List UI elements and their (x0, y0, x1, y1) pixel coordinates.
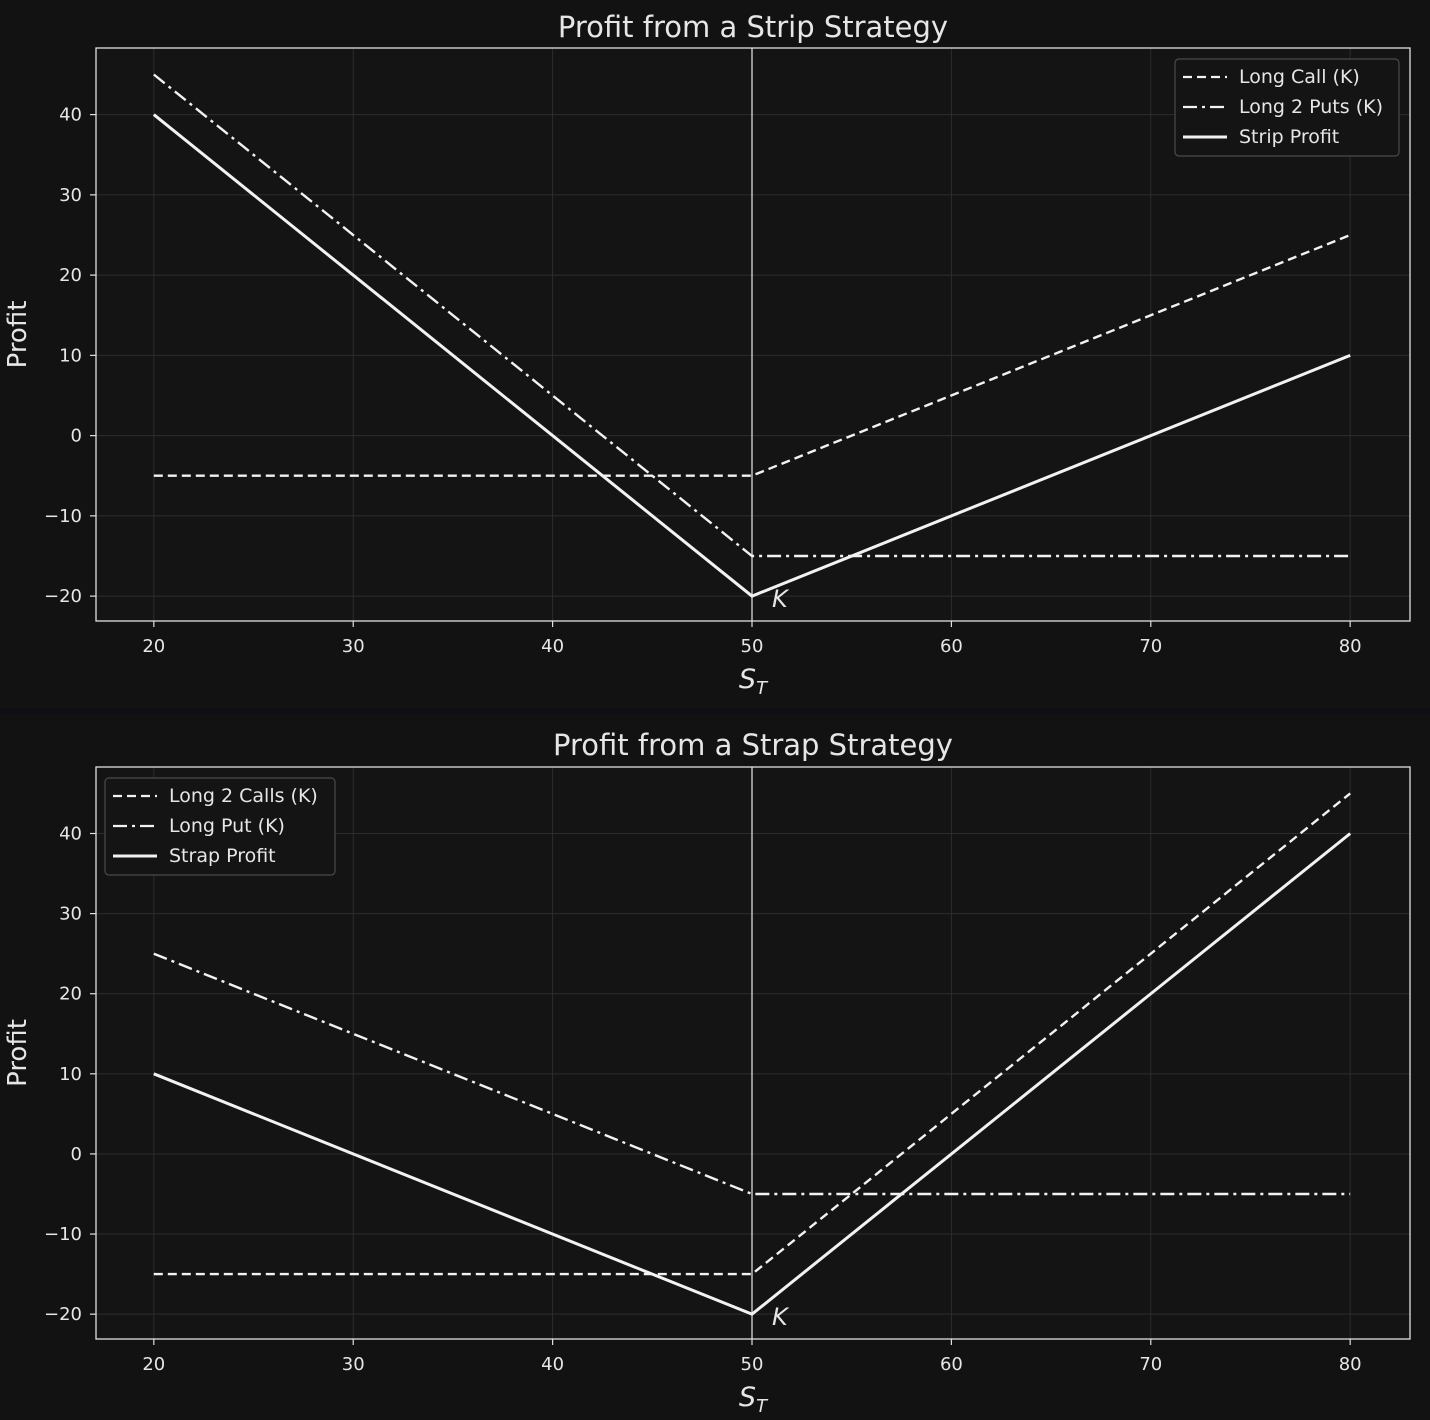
y-tick-label: 0 (71, 1144, 82, 1165)
chart-title: Profit from a Strap Strategy (553, 728, 953, 762)
strip-chart: K 20 30 40 50 60 70 80 −20 −10 0 10 20 30 40 Profit fro… (3, 10, 1411, 699)
x-axis-label: ST (739, 1382, 769, 1417)
legend-box (1174, 58, 1400, 157)
strip-chart-panel: K 20 30 40 50 60 70 80 −20 −10 0 10 20 30 40 Profit fro… (0, 0, 1430, 708)
y-tick-label: −10 (44, 1224, 82, 1245)
x-tick-label: 20 (142, 636, 165, 657)
y-tick-label: 40 (59, 105, 82, 126)
legend-label: Long 2 Puts (K) (1239, 96, 1383, 118)
series-line-dashed (153, 792, 1351, 1276)
x-tick-label: 30 (342, 1354, 365, 1375)
x-tick-label: 60 (940, 1354, 963, 1375)
x-tick-label: 50 (741, 1354, 764, 1375)
legend-label: Long Put (K) (169, 815, 285, 837)
y-tick-label: 20 (59, 265, 82, 286)
legend-label: Strip Profit (1239, 126, 1339, 148)
x-tick-label: 40 (541, 1354, 564, 1375)
x-tick-label: 60 (940, 636, 963, 657)
x-tick-label: 40 (541, 636, 564, 657)
axes-frame (95, 766, 1411, 1340)
x-tick-label: 80 (1339, 1354, 1362, 1375)
y-tick-label: −10 (44, 506, 82, 527)
y-tick-label: 10 (59, 1064, 82, 1085)
y-axis-label: Profit (3, 301, 33, 369)
series-line-solid (152, 113, 1351, 598)
y-tick-label: −20 (44, 586, 82, 607)
legend: Long Call (K) Long 2 Puts (K) Strip Profit (1174, 58, 1400, 157)
y-tick-label: 0 (71, 426, 82, 447)
y-tick-label: 20 (59, 984, 82, 1005)
y-axis-label: Profit (3, 1019, 33, 1087)
y-tick-label: −20 (44, 1304, 82, 1325)
x-tick-label: 30 (342, 636, 365, 657)
x-tick-label: 80 (1339, 636, 1362, 657)
legend: Long 2 Calls (K) Long Put (K) Strap Profit (104, 777, 336, 876)
legend-label: Long 2 Calls (K) (169, 785, 318, 807)
series-line-solid (153, 832, 1352, 1316)
x-tick-label: 50 (741, 636, 764, 657)
x-tick-label: 70 (1139, 636, 1162, 657)
x-axis-label: ST (739, 664, 769, 699)
y-tick-label: 30 (59, 185, 82, 206)
legend-label: Strap Profit (169, 845, 276, 867)
x-tick-label: 70 (1139, 1354, 1162, 1375)
legend-label: Long Call (K) (1239, 66, 1360, 88)
chart-title: Profit from a Strip Strategy (558, 10, 948, 44)
series-line-dashed (153, 233, 1351, 477)
strike-label: K (772, 1303, 790, 1331)
y-tick-label: 30 (59, 904, 82, 925)
axes-frame (95, 47, 1411, 622)
x-tick-label: 20 (142, 1354, 165, 1375)
y-tick-label: 40 (59, 823, 82, 844)
legend-box (104, 777, 336, 876)
y-tick-label: 10 (59, 345, 82, 366)
series-line-dashdot (153, 73, 1351, 558)
strike-label: K (772, 585, 790, 613)
strap-chart: K 20 30 40 50 60 70 80 −20 −10 0 10 20 30 40 Profit fro… (3, 728, 1411, 1417)
strap-chart-panel: K 20 30 40 50 60 70 80 −20 −10 0 10 20 30 40 Profit fro… (0, 714, 1430, 1420)
